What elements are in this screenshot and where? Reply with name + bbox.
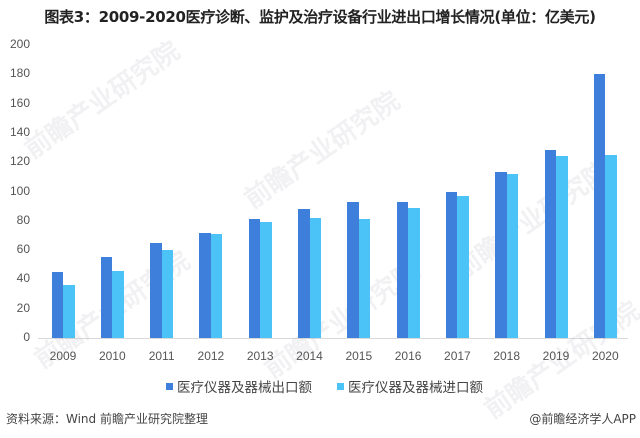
x-tick-label: 2020 — [591, 349, 619, 363]
x-tick-label: 2009 — [49, 349, 77, 363]
bar-import[interactable] — [556, 156, 568, 338]
bar-export[interactable] — [100, 257, 113, 338]
y-tick-label: 160 — [9, 95, 30, 110]
bar-import[interactable] — [309, 217, 321, 338]
bar-import[interactable] — [260, 222, 272, 338]
bar-export[interactable] — [248, 219, 261, 338]
x-tick-label: 2013 — [246, 349, 274, 363]
bar-export[interactable] — [445, 191, 458, 338]
source-note: 资料来源：Wind 前瞻产业研究院整理 — [6, 412, 208, 426]
bar-import[interactable] — [457, 195, 469, 338]
legend-swatch-export-icon — [166, 382, 173, 390]
bar-export[interactable] — [150, 242, 162, 338]
watermark: 前瞻产业研究院 — [449, 156, 616, 286]
credit-note: @前瞻经济学人APP — [529, 412, 636, 426]
bar-export[interactable] — [544, 150, 556, 338]
chart-title: 图表3：2009-2020医疗诊断、监护及治疗设备行业进出口增长情况(单位：亿美… — [44, 8, 596, 26]
y-tick-label: 20 — [16, 300, 30, 315]
watermark: 前瞻产业研究院 — [19, 36, 186, 166]
x-tick-label: 2019 — [542, 349, 570, 363]
bar-export[interactable] — [298, 209, 310, 338]
x-tick-label: 2011 — [148, 349, 175, 363]
bar-export[interactable] — [396, 201, 409, 338]
x-tick-label: 2014 — [296, 349, 323, 363]
bar-import[interactable] — [358, 219, 371, 338]
bar-import[interactable] — [408, 207, 420, 338]
bar-import[interactable] — [605, 154, 617, 338]
bar-export[interactable] — [347, 201, 359, 338]
y-tick-label: 140 — [9, 124, 30, 139]
legend-item-import[interactable]: 医疗仪器及器械进口额 — [337, 376, 483, 396]
y-tick-label: 120 — [9, 154, 30, 169]
y-tick-label: 200 — [9, 37, 30, 51]
bar-import[interactable] — [63, 285, 75, 338]
legend: 医疗仪器及器械出口额 医疗仪器及器械进口额 — [0, 376, 640, 396]
watermark: 前瞻产业研究院 — [239, 86, 406, 216]
y-tick-label: 180 — [9, 66, 30, 81]
x-tick-label: 2016 — [394, 349, 422, 363]
x-tick-label: 2012 — [197, 349, 225, 363]
bar-export[interactable] — [593, 74, 606, 338]
bar-export[interactable] — [199, 232, 211, 338]
bar-export[interactable] — [495, 172, 507, 338]
y-tick-label: 100 — [9, 183, 30, 198]
bar-import[interactable] — [210, 233, 223, 338]
legend-label-import: 医疗仪器及器械进口额 — [348, 380, 483, 396]
x-tick-label: 2010 — [98, 349, 126, 363]
x-tick-label: 2018 — [493, 349, 521, 363]
y-tick-label: 0 — [23, 330, 30, 344]
y-tick-label: 60 — [16, 242, 30, 257]
legend-swatch-import-icon — [337, 382, 344, 390]
x-tick-label: 2015 — [345, 349, 373, 363]
bar-import[interactable] — [506, 173, 519, 338]
legend-item-export[interactable]: 医疗仪器及器械出口额 — [166, 376, 312, 396]
bar-export[interactable] — [51, 272, 63, 338]
legend-label-export: 医疗仪器及器械出口额 — [177, 380, 312, 396]
y-tick-label: 40 — [16, 271, 30, 286]
y-tick-label: 80 — [16, 212, 30, 227]
x-axis-line — [38, 338, 628, 339]
bar-import[interactable] — [112, 270, 124, 338]
bar-import[interactable] — [161, 250, 174, 338]
x-tick-label: 2017 — [444, 349, 471, 363]
